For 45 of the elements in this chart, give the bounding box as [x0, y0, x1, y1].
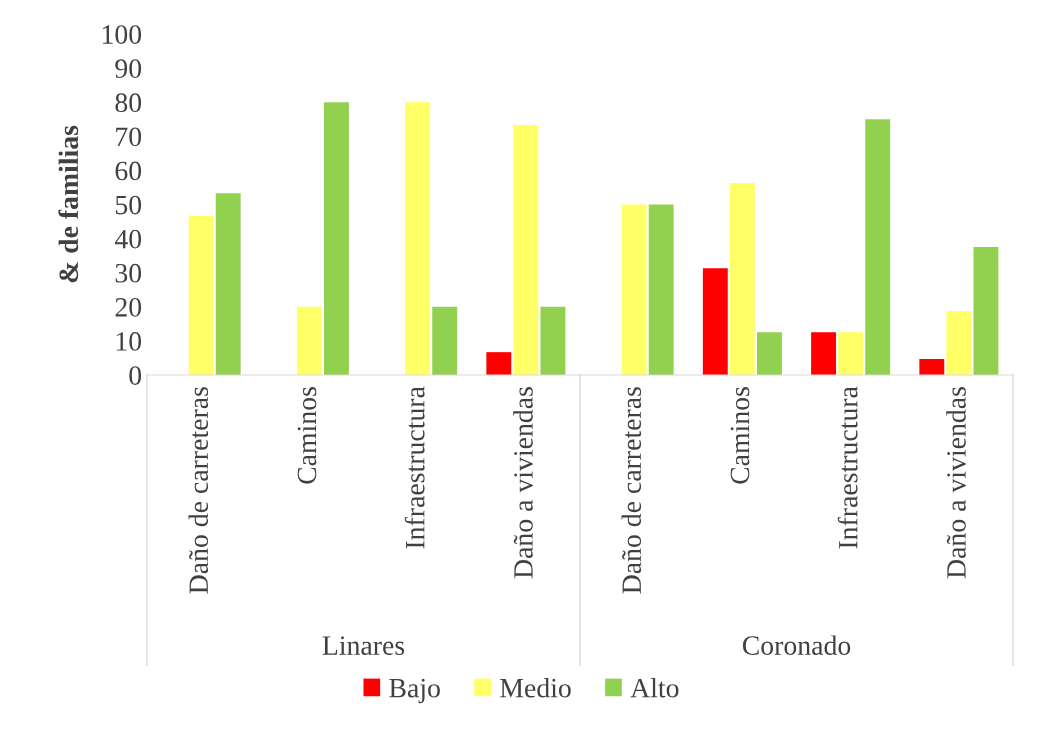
bar [513, 125, 539, 375]
y-tick-label: 90 [115, 59, 142, 79]
bar [838, 332, 864, 375]
legend-label: Alto [630, 677, 679, 698]
y-tick-label: 100 [102, 25, 142, 44]
bar [648, 204, 674, 375]
x-tick-label: Infraestructura [404, 386, 425, 549]
bar [946, 310, 972, 375]
bar [811, 332, 837, 375]
bar [729, 183, 755, 375]
x-tick-label: Infraestructura [837, 386, 858, 549]
bar [486, 352, 512, 375]
y-tick-label: 40 [114, 229, 142, 249]
legend-label: Medio [500, 677, 571, 698]
x-tick-label: Daño de carreteras [188, 387, 209, 594]
y-tick-label: 0 [129, 366, 142, 385]
x-tick-label: Daño a viviendas [513, 387, 533, 579]
bar [865, 119, 891, 375]
x-tick-label: Caminos [297, 387, 317, 484]
text: Coronado [742, 635, 851, 655]
bar [621, 204, 647, 375]
bar [919, 358, 945, 375]
bar [432, 306, 458, 375]
bar [756, 332, 782, 375]
bar [405, 102, 431, 375]
legend-label: Bajo [389, 678, 440, 704]
x-tick-label: Caminos [730, 387, 750, 484]
y-tick-label: 20 [115, 297, 142, 317]
y-tick-label: 50 [115, 195, 142, 215]
x-tick-label: Daño de carreteras [621, 387, 642, 594]
bar [188, 215, 214, 375]
bar [296, 306, 322, 375]
y-tick-label: 70 [116, 127, 142, 147]
text: Linares [322, 636, 405, 655]
y-tick-label: 80 [115, 93, 142, 113]
y-tick-label: 10 [116, 332, 142, 351]
bar [702, 268, 728, 375]
bar [323, 102, 349, 375]
y-axis-title: & de familias [58, 125, 79, 283]
bar [540, 306, 566, 375]
bar [973, 247, 999, 375]
bar [215, 193, 241, 375]
y-tick-label: 60 [115, 161, 142, 181]
y-tick-label: 30 [115, 263, 142, 283]
x-tick-label: Daño a viviendas [946, 387, 966, 579]
